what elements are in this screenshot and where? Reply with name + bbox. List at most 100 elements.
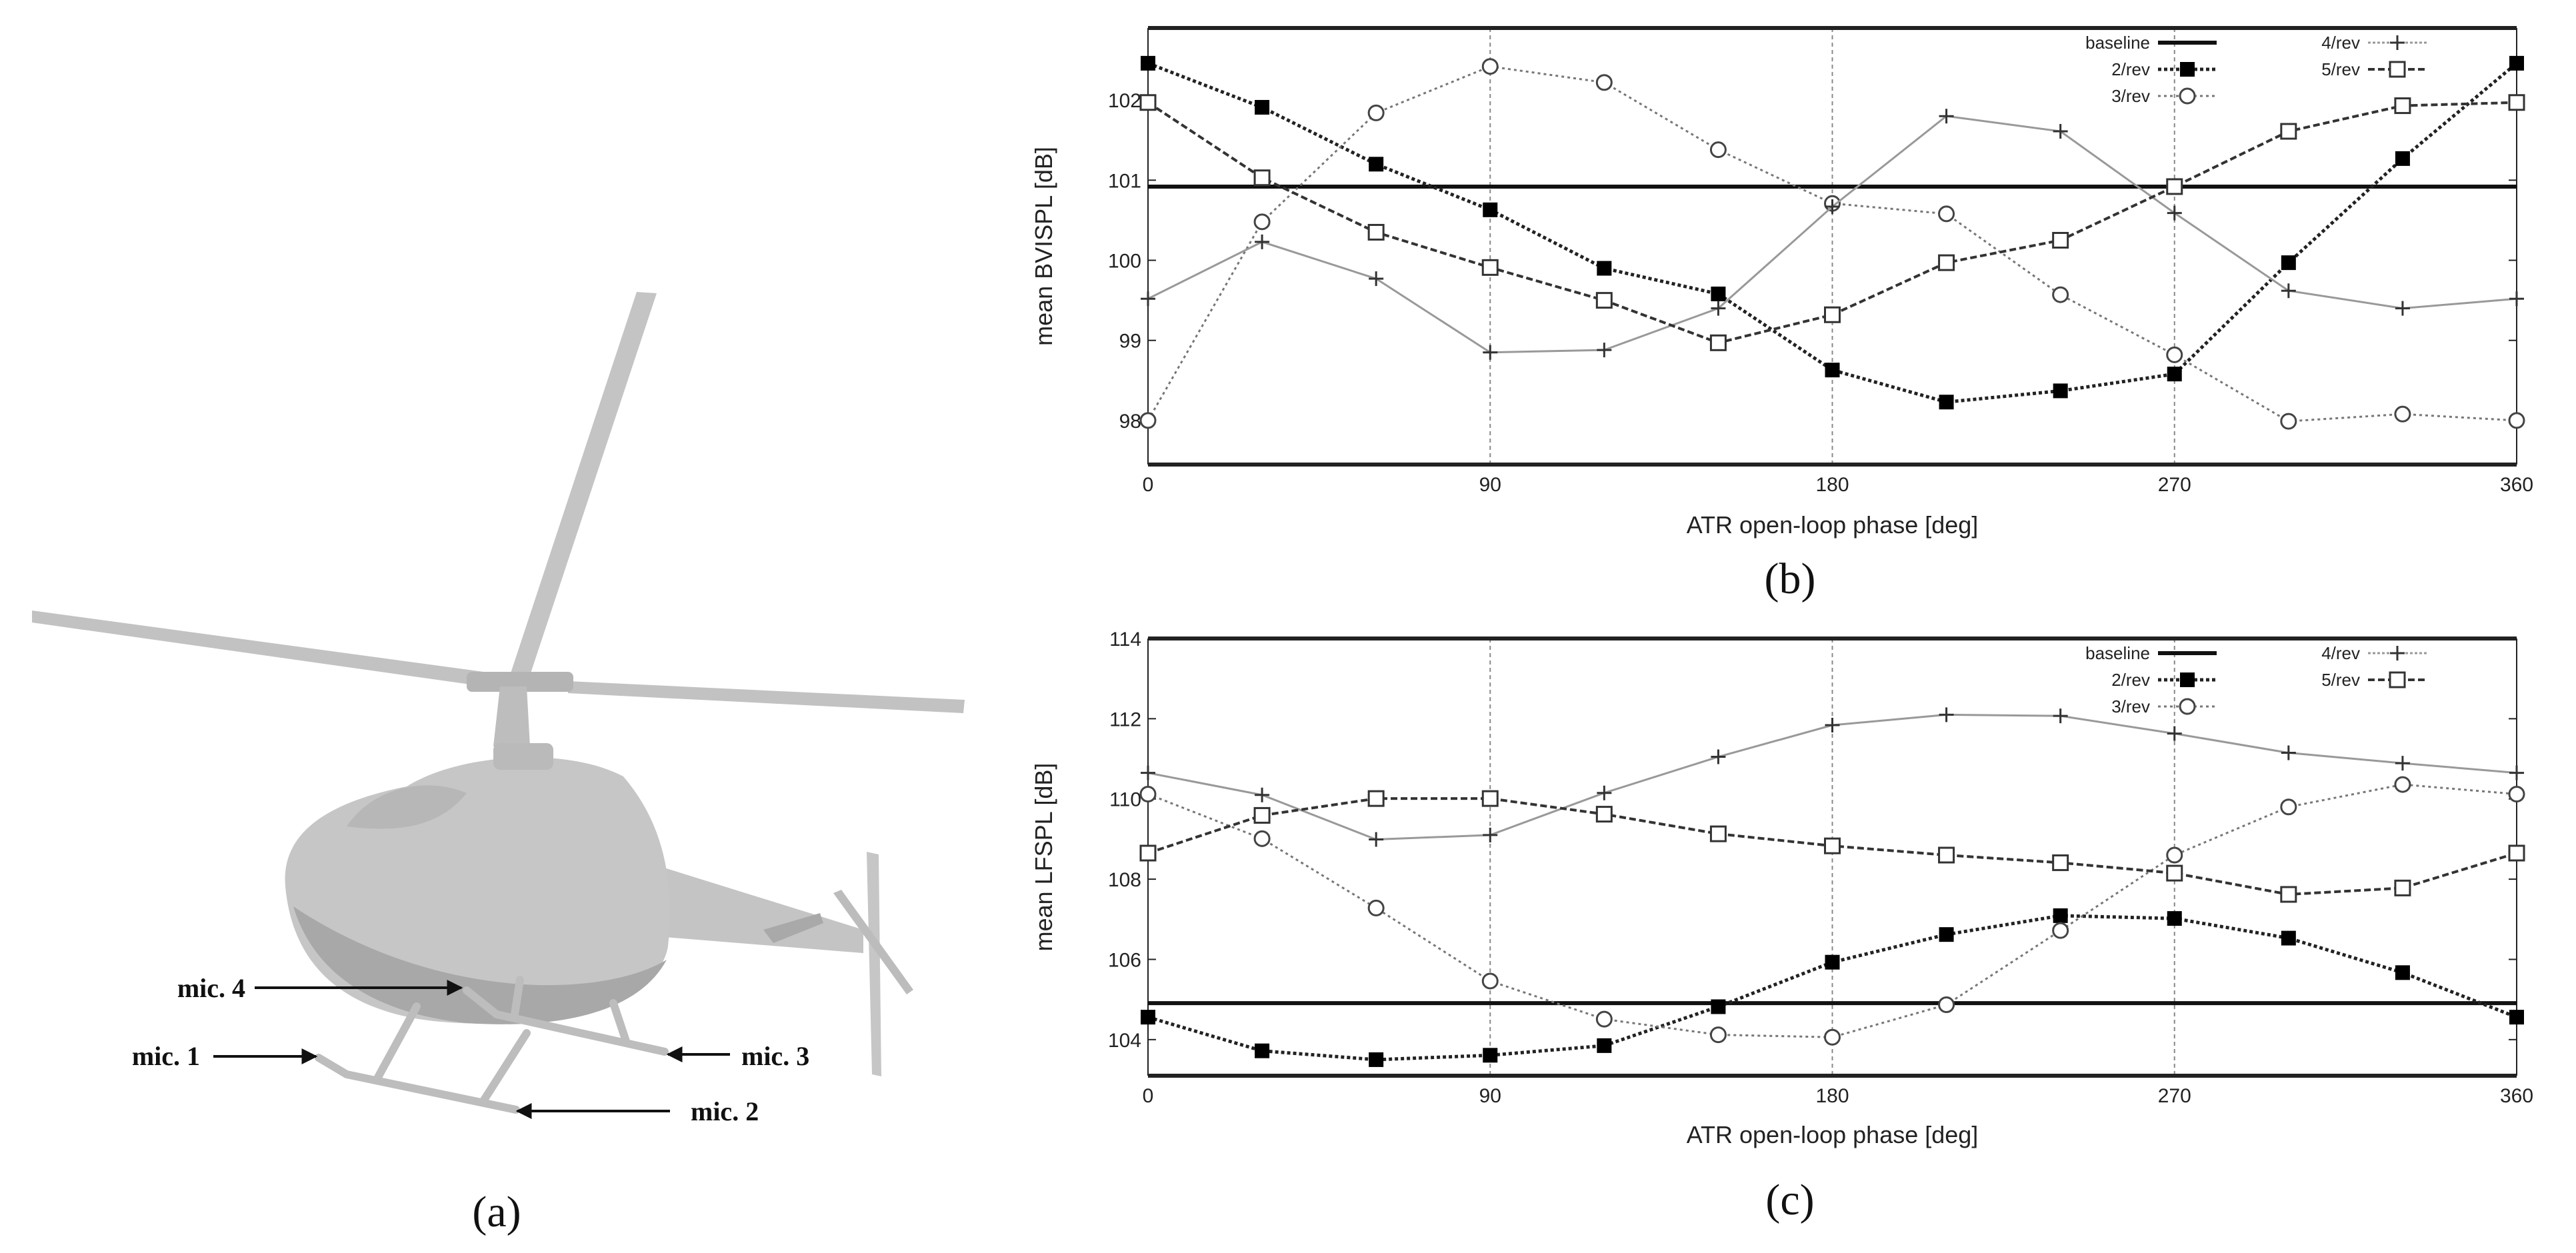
data-point-3-per-rev bbox=[1253, 830, 1271, 847]
data-point-3-per-rev bbox=[1139, 786, 1157, 803]
data-point-3-per-rev bbox=[2394, 776, 2411, 793]
x-tick-label: 0 bbox=[1143, 1085, 1154, 1107]
data-point-2-per-rev bbox=[1939, 927, 1954, 942]
data-point-4-per-rev bbox=[1369, 271, 1384, 287]
data-point-4-per-rev bbox=[1141, 291, 1155, 307]
data-point-5-per-rev bbox=[1481, 790, 1499, 807]
data-point-2-per-rev bbox=[2167, 367, 2182, 382]
data-point-2-per-rev bbox=[2509, 1010, 2524, 1025]
data-point-4-per-rev bbox=[1369, 832, 1384, 847]
data-point-5-per-rev bbox=[2394, 97, 2411, 115]
y-tick-label: 108 bbox=[1108, 869, 1141, 891]
tail-rotor-blade bbox=[867, 852, 881, 1076]
data-point-4-per-rev bbox=[2509, 765, 2524, 780]
y-tick-label: 106 bbox=[1108, 949, 1141, 971]
data-point-3-per-rev bbox=[1253, 213, 1271, 231]
data-point-4-per-rev bbox=[1255, 234, 1270, 249]
data-point-2-per-rev bbox=[1141, 1010, 1155, 1025]
data-point-4-per-rev bbox=[1939, 707, 1954, 722]
data-point-3-per-rev bbox=[1595, 74, 1613, 91]
data-point-3-per-rev bbox=[1709, 141, 1727, 159]
legend-marker bbox=[2180, 672, 2195, 687]
data-point-3-per-rev bbox=[1481, 58, 1499, 75]
data-point-5-per-rev bbox=[1253, 806, 1271, 824]
cockpit-canopy bbox=[347, 785, 467, 829]
data-point-3-per-rev bbox=[2166, 846, 2183, 864]
data-point-5-per-rev bbox=[2280, 886, 2297, 903]
x-axis-label: ATR open-loop phase [deg] bbox=[1687, 1121, 1979, 1148]
panel-b-caption: (b) bbox=[1765, 555, 1816, 603]
data-point-5-per-rev bbox=[1595, 806, 1613, 823]
x-tick-label: 360 bbox=[2500, 474, 2533, 496]
data-point-2-per-rev bbox=[1141, 55, 1155, 71]
data-point-5-per-rev bbox=[1595, 292, 1613, 309]
x-tick-label: 180 bbox=[1815, 474, 1849, 496]
data-point-4-per-rev bbox=[1825, 199, 1840, 215]
data-point-3-per-rev bbox=[1824, 1028, 1841, 1046]
tail-fin bbox=[763, 913, 823, 943]
panel-c-caption: (c) bbox=[1765, 1176, 1814, 1224]
y-tick-label: 104 bbox=[1108, 1030, 1141, 1052]
x-tick-label: 360 bbox=[2500, 1085, 2533, 1107]
data-point-4-per-rev bbox=[2509, 291, 2524, 307]
rotor-blade-left bbox=[32, 611, 503, 689]
data-point-2-per-rev bbox=[2281, 930, 2296, 946]
y-tick-label: 110 bbox=[1109, 789, 1141, 811]
data-point-3-per-rev bbox=[2280, 798, 2297, 816]
data-point-4-per-rev bbox=[2395, 301, 2410, 316]
data-point-5-per-rev bbox=[2052, 231, 2069, 249]
data-point-5-per-rev bbox=[1367, 223, 1385, 241]
fuselage-underside bbox=[293, 906, 667, 1024]
legend-label: 5/rev bbox=[2321, 670, 2360, 690]
data-point-2-per-rev bbox=[2053, 383, 2068, 399]
data-point-4-per-rev bbox=[1939, 109, 1954, 124]
y-tick-label: 114 bbox=[1109, 628, 1141, 650]
data-point-4-per-rev bbox=[1255, 787, 1270, 802]
legend-label: baseline bbox=[2085, 643, 2150, 663]
mic-4-label: mic. 4 bbox=[177, 973, 245, 1003]
legend-marker bbox=[2389, 61, 2406, 78]
engine-cowling bbox=[493, 743, 553, 770]
data-point-3-per-rev bbox=[1938, 205, 1955, 223]
data-point-2-per-rev bbox=[1939, 395, 1954, 410]
chart-lfspl: 0 90 180 270 360 104 106 108 110 112 114 ATR open-l… bbox=[1030, 628, 2533, 1148]
data-point-2-per-rev bbox=[2395, 151, 2410, 166]
landing-skids bbox=[315, 976, 669, 1114]
rotor-mast bbox=[493, 686, 530, 746]
data-point-3-per-rev bbox=[2508, 786, 2525, 803]
data-point-3-per-rev bbox=[1481, 972, 1499, 990]
data-point-2-per-rev bbox=[1255, 99, 1270, 115]
data-point-5-per-rev bbox=[2166, 864, 2183, 882]
x-tick-label: 270 bbox=[2158, 474, 2191, 496]
data-point-5-per-rev bbox=[2052, 854, 2069, 871]
data-point-4-per-rev bbox=[2281, 283, 2296, 299]
y-tick-label: 102 bbox=[1108, 90, 1141, 112]
data-point-4-per-rev bbox=[1711, 749, 1726, 764]
mic-2-label: mic. 2 bbox=[691, 1096, 759, 1126]
data-point-2-per-rev bbox=[1369, 1052, 1384, 1067]
legend-label: 5/rev bbox=[2321, 59, 2360, 79]
tail-rotor-blade-2 bbox=[833, 890, 913, 994]
x-tick-label: 90 bbox=[1479, 474, 1501, 496]
data-point-4-per-rev bbox=[1483, 345, 1498, 360]
data-point-4-per-rev bbox=[2281, 745, 2296, 760]
series-line-4-per-rev bbox=[1147, 713, 2517, 841]
y-axis-label: mean BVISPL [dB] bbox=[1030, 147, 1057, 346]
data-point-2-per-rev bbox=[2167, 911, 2182, 926]
mic-arrows bbox=[213, 980, 730, 1119]
x-tick-label: 0 bbox=[1143, 474, 1154, 496]
data-point-4-per-rev bbox=[1141, 765, 1155, 780]
x-tick-label: 90 bbox=[1479, 1085, 1501, 1107]
data-point-3-per-rev bbox=[1367, 104, 1385, 121]
legend-marker bbox=[2180, 62, 2195, 77]
data-point-5-per-rev bbox=[2166, 178, 2183, 195]
rotor-hub bbox=[467, 672, 573, 692]
legend-marker bbox=[2389, 671, 2406, 688]
data-point-5-per-rev bbox=[2394, 879, 2411, 896]
data-point-2-per-rev bbox=[2509, 55, 2524, 71]
data-point-4-per-rev bbox=[1483, 827, 1498, 842]
data-point-2-per-rev bbox=[1825, 954, 1840, 970]
y-tick-label: 100 bbox=[1108, 251, 1141, 273]
